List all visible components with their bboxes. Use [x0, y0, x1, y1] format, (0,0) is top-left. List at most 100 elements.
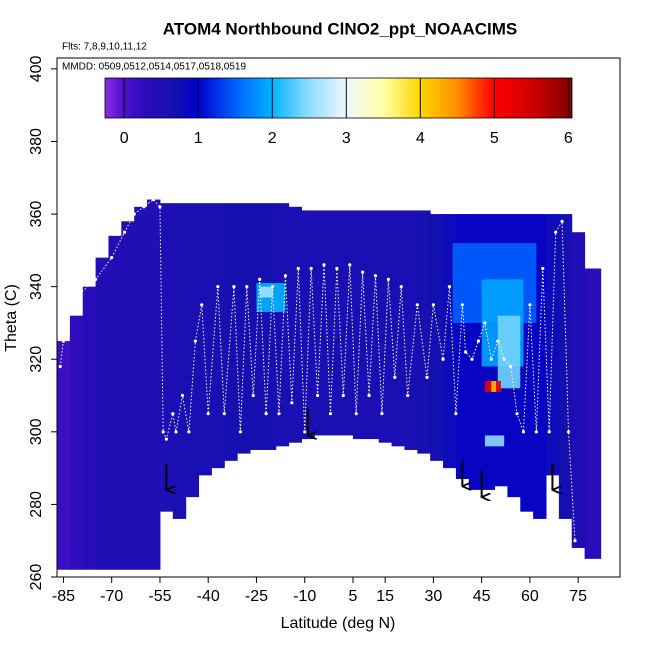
y-tick-label: 380 [28, 128, 45, 155]
track-point [454, 412, 458, 416]
colorbar-tick-label: 5 [490, 130, 499, 147]
track-point [296, 266, 300, 271]
track-point [521, 430, 526, 434]
curtain-column [417, 210, 431, 454]
subtitle: Flts: 7,8,9,10,11,12 [62, 42, 147, 53]
track-point [180, 393, 185, 398]
curtain-column [275, 203, 290, 447]
colorbar-tick-label: 0 [120, 130, 129, 147]
x-tick-label: 45 [473, 588, 491, 605]
track-point [200, 303, 204, 307]
track-point [232, 285, 236, 289]
x-tick-label: -25 [245, 588, 268, 605]
track-point [393, 375, 397, 379]
track-point [573, 539, 577, 543]
track-point [283, 274, 288, 278]
chart-title: ATOM4 Northbound ClNO2_ppt_NOAACIMS [163, 19, 517, 38]
plot-area [57, 197, 602, 570]
x-tick-label: 30 [425, 588, 443, 605]
curtain-column [546, 214, 560, 476]
y-tick-label: 300 [28, 418, 45, 445]
curtain-column [237, 203, 251, 454]
x-tick-label: -85 [52, 588, 75, 605]
track-point [309, 266, 313, 271]
x-tick-label: 5 [349, 588, 358, 605]
track-point [386, 277, 390, 281]
curtain-column [430, 214, 444, 461]
curtain-column [378, 210, 393, 443]
track-line [59, 198, 576, 541]
curtain-patch [491, 381, 497, 392]
y-tick-label: 320 [28, 346, 45, 373]
track-point [245, 285, 249, 289]
track-point [441, 357, 445, 361]
x-tick-label: -55 [148, 588, 171, 605]
curtain-column [571, 232, 586, 548]
curtain-column [134, 206, 148, 570]
track-point [431, 303, 436, 307]
curtain-column [69, 315, 84, 570]
track-point [534, 430, 538, 434]
curtain-column [198, 203, 212, 476]
track-point [264, 412, 268, 416]
track-point [335, 266, 339, 271]
curtain-column [82, 286, 97, 570]
curtain-column [57, 341, 71, 570]
curtain-column [185, 203, 200, 498]
track-point [447, 285, 452, 289]
colorbar-tick-label: 4 [416, 130, 425, 147]
curtain-column [224, 203, 238, 461]
x-tick-label: -70 [100, 588, 123, 605]
colorbar-tick-label: 3 [342, 130, 351, 147]
curtain-column [211, 203, 225, 469]
track-point [174, 430, 178, 434]
annotation: MMDD: 0509,0512,0514,0517,0518,0519 [62, 62, 246, 73]
curtain-patch [259, 286, 273, 298]
x-tick-label: -40 [197, 588, 220, 605]
track-point [322, 263, 326, 267]
track-point [361, 270, 365, 274]
curtain-column [584, 268, 602, 559]
curtain-patch [497, 315, 521, 389]
curtain-column [404, 210, 418, 450]
track-point [547, 430, 551, 434]
plot-frame [56, 57, 621, 578]
curtain-column [352, 210, 367, 440]
track-point [187, 430, 191, 434]
x-tick-label: 75 [569, 588, 587, 605]
track-point [65, 321, 69, 325]
curtain-column [327, 210, 341, 436]
x-tick-label: 60 [521, 588, 539, 605]
curtain-column [159, 203, 174, 512]
curtain-column [172, 203, 187, 519]
x-tick-label: 15 [376, 588, 394, 605]
y-tick-label: 360 [28, 201, 45, 228]
curtain-column [301, 210, 315, 440]
track-point [463, 350, 468, 354]
curtain-column [262, 203, 277, 450]
track-point [399, 285, 403, 289]
track-point [193, 339, 197, 343]
track-point [566, 430, 571, 434]
curtain-column [340, 210, 354, 436]
track-point [171, 412, 175, 416]
colorbar-tick-label: 1 [194, 130, 203, 147]
curtain-patch [484, 435, 505, 447]
y-axis-label: Theta (C) [3, 284, 20, 352]
y-tick-label: 280 [28, 491, 45, 518]
curtain-column [121, 221, 135, 570]
curtain-column [558, 214, 573, 519]
y-tick-label: 340 [28, 273, 45, 300]
curtain-column [108, 235, 122, 570]
curtain-column [250, 203, 264, 450]
track-point [206, 412, 210, 416]
y-tick-label: 260 [28, 564, 45, 591]
curtain-column [288, 206, 303, 443]
track-point [380, 412, 384, 416]
colorbar-tick-label: 2 [268, 130, 277, 147]
y-tick-label: 400 [28, 55, 45, 82]
track-point [367, 393, 371, 398]
colorbar [104, 77, 573, 119]
